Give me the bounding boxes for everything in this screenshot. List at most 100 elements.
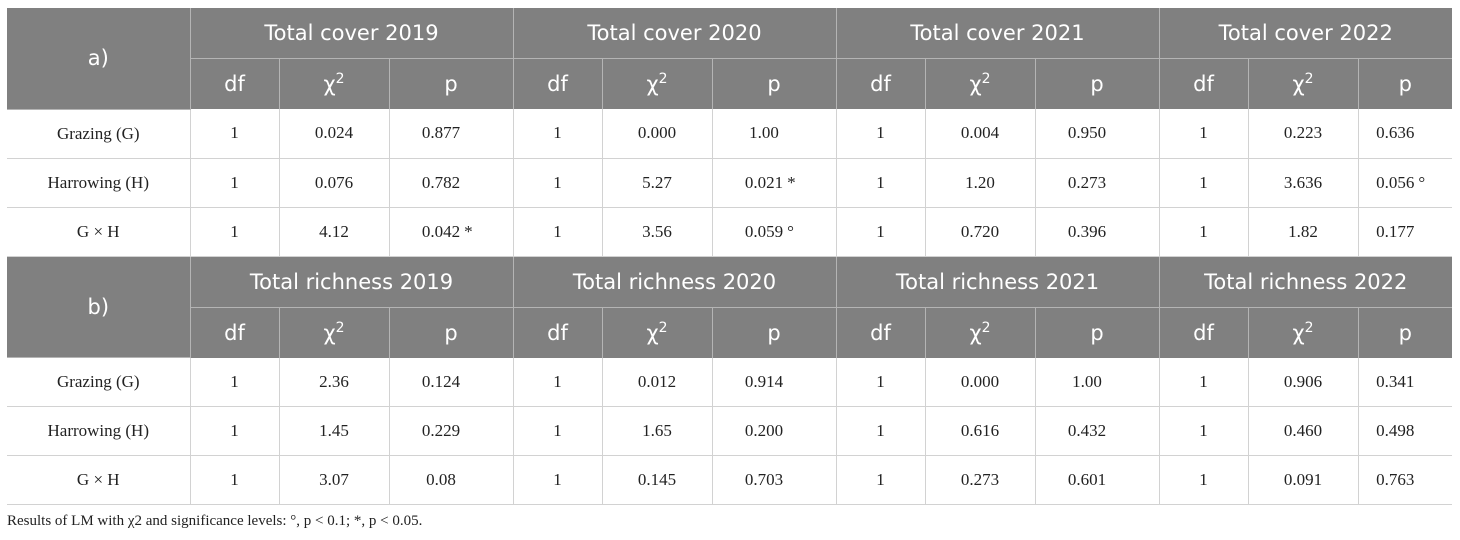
- chi-square-header: χ2: [925, 307, 1036, 358]
- row-label: Harrowing (H): [7, 406, 191, 456]
- df-cell: 1: [1159, 357, 1249, 407]
- chi-cell: 1.20: [925, 158, 1036, 208]
- p-value: 0.703: [744, 470, 784, 489]
- p-value: 0.08: [426, 470, 456, 489]
- panel-label: a): [7, 8, 191, 110]
- chi-cell: 0.223: [1248, 109, 1359, 159]
- p-cell: 0.059 °: [712, 207, 837, 257]
- chi-cell: 1.65: [602, 406, 713, 456]
- df-cell: 1: [190, 406, 280, 456]
- p-cell: 0.601: [1035, 455, 1160, 505]
- p-cell: 0.914: [712, 357, 837, 407]
- chi-superscript: 2: [335, 71, 345, 87]
- year-header: Total richness 2022: [1159, 256, 1453, 308]
- year-header: Total richness 2019: [190, 256, 514, 308]
- year-header: Total richness 2021: [836, 256, 1160, 308]
- chi-cell: 2.36: [279, 357, 390, 407]
- df-header: df: [190, 58, 280, 109]
- table-row: Harrowing (H) 1 0.076 0.782 1 5.27 0.021 * 1 1.20…: [7, 158, 1453, 208]
- chi-cell: 0.024: [279, 109, 390, 159]
- df-cell: 1: [1159, 158, 1249, 208]
- p-value: 0.877: [421, 123, 461, 143]
- chi-symbol: χ: [969, 320, 982, 345]
- chi-cell: 0.000: [925, 357, 1036, 407]
- panel-title-row: a) Total cover 2019 Total cover 2020 Total …: [7, 8, 1453, 110]
- p-cell: 0.021 *: [712, 158, 837, 208]
- table-row: Harrowing (H) 1 1.45 0.229 1 1.65 0.200 1 0.616 0…: [7, 406, 1453, 456]
- df-cell: 1: [836, 109, 926, 159]
- p-value: 1.00: [749, 123, 779, 143]
- df-cell: 1: [190, 158, 280, 208]
- chi-symbol: χ: [323, 320, 336, 345]
- df-cell: 1: [513, 357, 603, 407]
- df-cell: 1: [1159, 207, 1249, 257]
- chi-superscript: 2: [658, 319, 668, 336]
- p-cell: 0.177: [1358, 207, 1453, 257]
- df-cell: 1: [836, 406, 926, 456]
- chi-cell: 0.460: [1248, 406, 1359, 456]
- table-row: Grazing (G) 1 2.36 0.124 1 0.012 0.914 1 0.000 1.…: [7, 357, 1453, 407]
- p-header: p: [712, 58, 837, 109]
- chi-cell: 3.636: [1248, 158, 1359, 208]
- chi-superscript: 2: [981, 71, 991, 87]
- p-value: 0.950: [1067, 123, 1107, 143]
- p-header: p: [1035, 307, 1160, 358]
- row-label: G × H: [7, 207, 191, 257]
- p-cell: 0.703: [712, 455, 837, 505]
- chi-cell: 1.45: [279, 406, 390, 456]
- chi-symbol: χ: [1292, 320, 1305, 345]
- df-cell: 1: [513, 109, 603, 159]
- chi-square-header: χ2: [1248, 58, 1359, 109]
- p-header: p: [389, 307, 514, 358]
- p-value: 0.432: [1067, 421, 1107, 440]
- chi-cell: 0.720: [925, 207, 1036, 257]
- p-value: 0.273: [1067, 172, 1107, 192]
- p-value: 0.914: [744, 371, 784, 391]
- panel-subheader-row: df χ2 p df χ2 p df χ2 p df χ2 p: [7, 58, 1453, 109]
- row-label: G × H: [7, 455, 191, 505]
- p-value: 0.177: [1376, 221, 1415, 241]
- p-cell: 0.877: [389, 109, 514, 159]
- year-header: Total cover 2021: [836, 8, 1160, 59]
- p-value: 0.200: [744, 421, 784, 440]
- df-cell: 1: [190, 357, 280, 407]
- df-cell: 1: [190, 207, 280, 257]
- p-cell: 0.229: [389, 406, 514, 456]
- chi-superscript: 2: [1304, 319, 1314, 336]
- df-header: df: [836, 58, 926, 109]
- df-cell: 1: [836, 357, 926, 407]
- p-value: 0.763: [1376, 470, 1415, 489]
- df-cell: 1: [836, 455, 926, 505]
- df-cell: 1: [513, 207, 603, 257]
- table-body: a) Total cover 2019 Total cover 2020 Total …: [7, 8, 1453, 505]
- df-header: df: [1159, 307, 1249, 358]
- p-cell: 0.08: [389, 455, 514, 505]
- table-row: G × H 1 3.07 0.08 1 0.145 0.703 1 0.273 0.601 1 0.0…: [7, 455, 1453, 505]
- p-value: 0.341: [1376, 371, 1415, 391]
- significance-marker: °: [787, 221, 794, 241]
- p-cell: 0.056 °: [1358, 158, 1453, 208]
- chi-cell: 0.906: [1248, 357, 1359, 407]
- chi-symbol: χ: [323, 72, 336, 96]
- p-header: p: [389, 58, 514, 109]
- df-cell: 1: [190, 455, 280, 505]
- chi-superscript: 2: [335, 319, 345, 336]
- p-cell: 0.124: [389, 357, 514, 407]
- df-cell: 1: [513, 455, 603, 505]
- row-label: Harrowing (H): [7, 158, 191, 208]
- chi-symbol: χ: [1292, 72, 1305, 96]
- chi-cell: 0.000: [602, 109, 713, 159]
- p-cell: 0.636: [1358, 109, 1453, 159]
- chi-cell: 0.145: [602, 455, 713, 505]
- df-header: df: [1159, 58, 1249, 109]
- df-cell: 1: [836, 207, 926, 257]
- chi-cell: 0.012: [602, 357, 713, 407]
- df-header: df: [513, 58, 603, 109]
- p-value: 0.124: [421, 371, 461, 391]
- chi-symbol: χ: [969, 72, 982, 96]
- row-label: Grazing (G): [7, 109, 191, 159]
- p-value: 0.021: [744, 172, 784, 192]
- panel-subheader-row: df χ2 p df χ2 p df χ2 p df χ2 p: [7, 307, 1453, 358]
- df-header: df: [513, 307, 603, 358]
- significance-marker: *: [787, 172, 796, 192]
